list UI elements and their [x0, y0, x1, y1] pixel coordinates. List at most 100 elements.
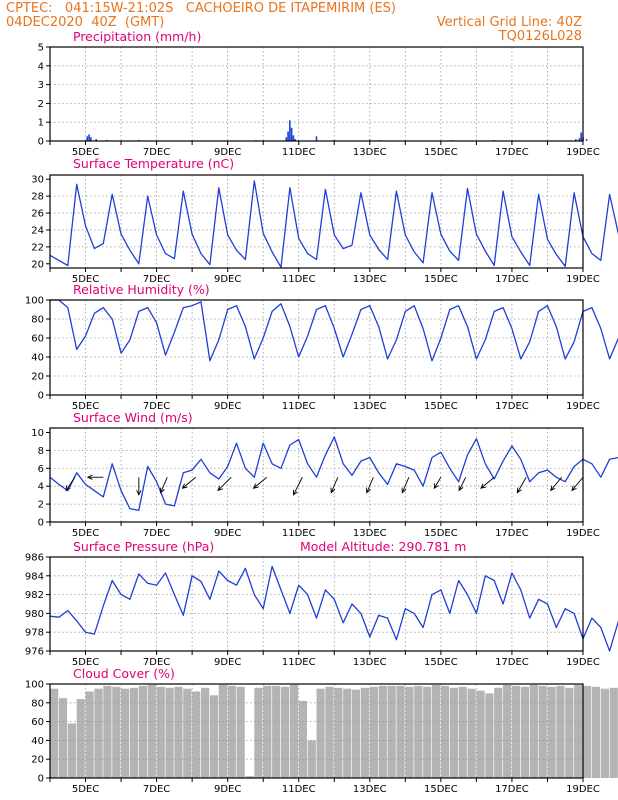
- grid: [50, 684, 583, 778]
- cloud-bar: [201, 687, 210, 778]
- wind-arrow-head: [181, 483, 188, 489]
- cloud-bar: [227, 685, 236, 778]
- series-line: [49, 180, 618, 268]
- y-tick-label: 4: [38, 61, 44, 72]
- wind-arrow: [366, 477, 374, 493]
- wind-arrow-head: [516, 487, 522, 494]
- x-tick-label: 7DEC: [143, 784, 170, 795]
- cloud-bar: [325, 686, 334, 778]
- wind-arrow: [330, 477, 339, 493]
- y-tick-label: 100: [25, 296, 44, 307]
- panel-5: Cloud Cover (%) 0 20 40 60 80 100 5DEC 7DEC 9DEC 1…: [25, 666, 618, 795]
- x-tick-label: 13DEC: [353, 528, 387, 539]
- x-tick-label: 9DEC: [214, 528, 241, 539]
- wind-arrow: [253, 476, 268, 489]
- cloud-bar: [352, 689, 361, 778]
- cloud-bar: [307, 740, 316, 778]
- plot-frame: [49, 427, 584, 523]
- panel-title: Relative Humidity (%): [73, 282, 210, 297]
- y-tick-label: 30: [31, 175, 44, 186]
- cloud-bar: [289, 684, 299, 778]
- cloud-bar: [591, 686, 601, 778]
- x-tick-label: 15DEC: [424, 147, 458, 158]
- precip-bar: [88, 134, 90, 141]
- wind-arrow-head: [252, 483, 259, 489]
- x-tick-label: 19DEC: [566, 401, 600, 412]
- x-tick-label: 5DEC: [72, 528, 99, 539]
- x-tick-label: 19DEC: [566, 784, 600, 795]
- x-tick-label: 17DEC: [495, 784, 529, 795]
- precip-bar: [585, 139, 588, 141]
- panel-2: Relative Humidity (%) 0 20 40 60 80 100 5DEC 7DE…: [25, 282, 618, 412]
- y-tick-label: 976: [25, 647, 44, 658]
- wind-arrow-head: [401, 487, 407, 494]
- cloud-bar: [156, 686, 165, 778]
- cloud-bar: [449, 687, 458, 778]
- x-tick-label: 15DEC: [424, 528, 458, 539]
- data-layer: [50, 299, 618, 362]
- y-tick-label: 28: [31, 192, 44, 203]
- y-tick-label: 984: [25, 571, 44, 582]
- cloud-bar: [503, 684, 512, 778]
- precip-bar: [287, 131, 289, 141]
- x-tick-label: 7DEC: [143, 528, 170, 539]
- plot-frame: [49, 299, 584, 396]
- y-tick-label: 3: [38, 80, 44, 91]
- series-line: [49, 436, 618, 512]
- cloud-bar: [85, 691, 94, 778]
- y-tick-label: 26: [31, 209, 44, 220]
- x-tick-label: 9DEC: [214, 784, 241, 795]
- y-tick-label: 10: [31, 428, 44, 439]
- wind-arrow: [182, 476, 196, 489]
- plot-frame: [49, 556, 584, 652]
- x-tick-label: 17DEC: [495, 274, 529, 285]
- plot-frame: [49, 174, 584, 269]
- x-tick-label: 7DEC: [143, 274, 170, 285]
- wind-arrow: [433, 477, 442, 489]
- wind-arrows: [65, 474, 584, 496]
- y-tick-label: 986: [25, 553, 44, 564]
- wind-arrow: [217, 476, 232, 491]
- precip-bar: [86, 136, 89, 141]
- wind-arrow-head: [136, 490, 142, 496]
- cloud-bar: [174, 686, 183, 778]
- cloud-bar: [387, 685, 396, 778]
- wind-arrow-head: [293, 489, 298, 496]
- cloud-bar: [520, 686, 530, 778]
- cloud-bar: [414, 685, 423, 778]
- cloud-bar: [343, 688, 352, 778]
- cloud-bar: [458, 686, 467, 778]
- wind-arrow: [401, 477, 410, 493]
- cloud-bar: [272, 685, 281, 778]
- precip-bar: [95, 139, 97, 141]
- x-tick-label: 15DEC: [424, 784, 458, 795]
- plot-frame: [49, 683, 584, 779]
- grid: [50, 175, 583, 268]
- precip-bar: [315, 136, 318, 141]
- x-tick-label: 7DEC: [143, 401, 170, 412]
- x-tick-label: 15DEC: [424, 274, 458, 285]
- cloud-bar: [334, 687, 343, 778]
- cloud-bar: [423, 686, 432, 778]
- cloud-bar: [378, 685, 387, 778]
- cloud-bar: [209, 695, 219, 778]
- cloud-bar: [609, 687, 618, 778]
- wind-arrow-head: [159, 487, 165, 494]
- x-tick-label: 5DEC: [72, 784, 99, 795]
- wind-arrow: [571, 476, 584, 491]
- x-tick-label: 19DEC: [566, 528, 600, 539]
- y-tick-label: 8: [38, 446, 44, 457]
- panel-3: Surface Wind (m/s) 0 2 4 6 8 10 5DEC 7DEC 9DEC 11D…: [31, 410, 618, 539]
- cloud-bar: [547, 686, 556, 778]
- x-tick-label: 5DEC: [72, 401, 99, 412]
- panel-title: Precipitation (mm/h): [73, 29, 201, 44]
- cloud-bar: [254, 687, 263, 778]
- precip-bar: [90, 137, 92, 141]
- precip-bar: [290, 127, 293, 141]
- x-tick-label: 13DEC: [353, 657, 387, 668]
- precip-bar: [292, 135, 295, 141]
- panel-0: Precipitation (mm/h) 0 1 2 3 4 5 5DEC 7DEC 9DEC 11…: [38, 29, 600, 158]
- wind-arrow-head: [217, 485, 223, 492]
- cloud-bar: [112, 686, 121, 778]
- cloud-bar: [67, 723, 76, 778]
